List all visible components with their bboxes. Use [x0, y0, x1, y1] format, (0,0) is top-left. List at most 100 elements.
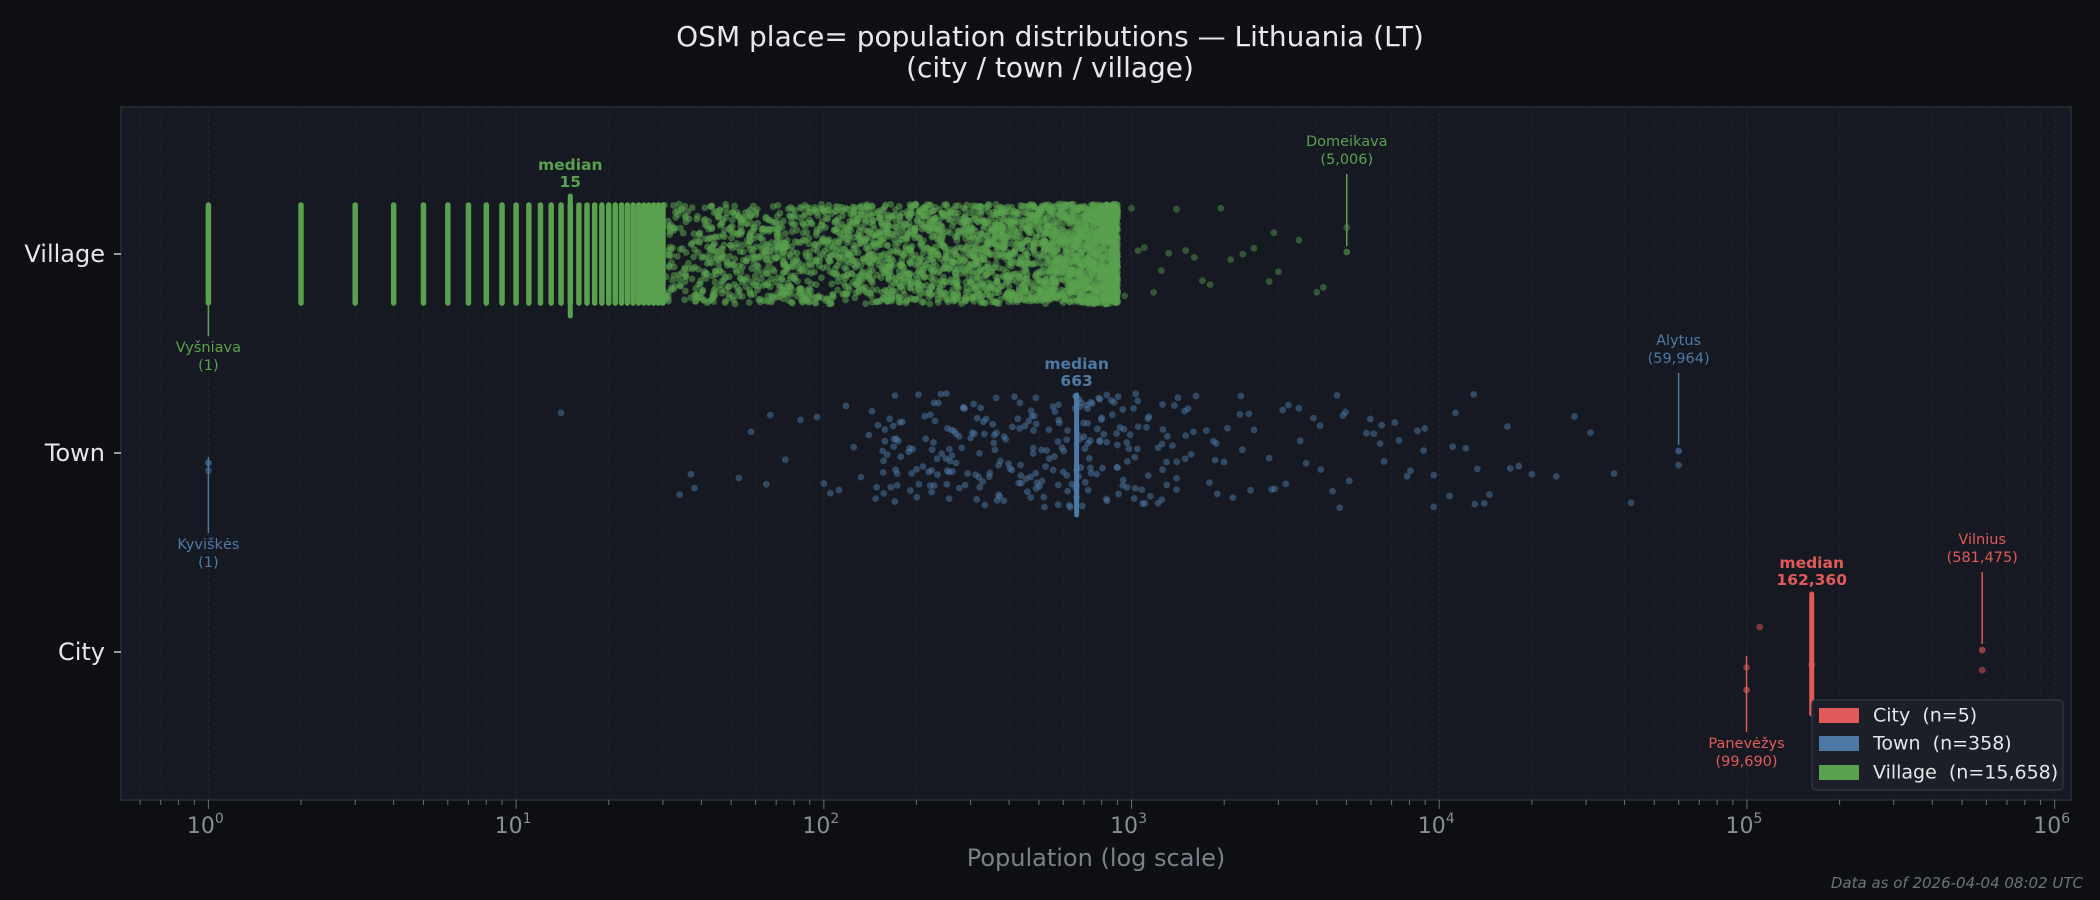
annotation-value: (5,006)	[1320, 152, 1373, 168]
village-point	[928, 233, 936, 241]
legend-swatch-city	[1819, 708, 1859, 723]
village-point	[877, 232, 884, 239]
legend: City (n=5) Town (n=358) Village (n=15,65…	[1811, 699, 2064, 791]
town-point	[1113, 441, 1121, 449]
town-point	[1154, 499, 1162, 507]
village-point	[834, 278, 842, 285]
village-point	[1085, 264, 1093, 272]
village-point	[763, 240, 771, 248]
x-tick-label: 101	[495, 811, 532, 839]
town-point	[891, 498, 899, 505]
legend-label-city: City (n=5)	[1873, 705, 1977, 727]
town-point	[1211, 456, 1219, 464]
village-point	[927, 290, 935, 298]
town-point	[979, 478, 986, 485]
town-point	[1055, 401, 1062, 409]
town-point	[1064, 487, 1072, 495]
town-point	[1380, 458, 1388, 465]
village-point	[842, 296, 850, 304]
village-point	[1055, 291, 1062, 299]
village-point	[1103, 202, 1111, 209]
village-point	[661, 293, 669, 301]
town-point	[1080, 419, 1087, 427]
town-point	[1051, 453, 1058, 460]
village-point	[824, 237, 832, 245]
village-point	[714, 214, 722, 221]
town-point	[1470, 390, 1478, 398]
village-point	[726, 241, 734, 249]
village-point	[749, 202, 757, 210]
town-point	[879, 469, 887, 476]
village-point	[984, 218, 992, 225]
village-point	[807, 269, 815, 277]
village-point	[938, 242, 946, 250]
village-point	[1043, 256, 1051, 264]
village-point	[1036, 218, 1043, 226]
town-point	[1184, 405, 1192, 413]
village-point	[992, 260, 1000, 268]
village-point	[1206, 281, 1214, 288]
village-point	[786, 282, 794, 290]
village-point	[996, 295, 1004, 303]
village-point	[806, 216, 814, 224]
village-point	[768, 292, 776, 300]
village-point	[788, 242, 796, 250]
village-point	[739, 248, 747, 256]
town-point	[1084, 486, 1092, 494]
village-point	[1110, 285, 1117, 293]
village-point	[778, 275, 785, 283]
village-point	[754, 286, 762, 294]
village-point	[745, 299, 753, 306]
village-point	[1089, 201, 1097, 208]
village-point	[865, 210, 873, 218]
town-point	[915, 391, 922, 399]
village-point	[753, 277, 761, 285]
village-point	[960, 215, 968, 223]
village-point	[781, 230, 789, 238]
town-point	[1040, 493, 1048, 501]
village-point	[966, 236, 974, 243]
town-point	[1087, 464, 1094, 472]
town-point	[1032, 469, 1040, 477]
town-point	[1027, 407, 1035, 415]
village-point	[718, 289, 726, 297]
village-point	[927, 208, 935, 216]
village-point	[1015, 287, 1023, 294]
town-point	[676, 491, 684, 498]
village-point	[776, 220, 784, 228]
town-point	[1134, 423, 1142, 430]
town-point	[1042, 463, 1049, 470]
village-point	[1100, 276, 1108, 284]
town-point	[1130, 495, 1138, 502]
village-point	[1092, 237, 1100, 245]
village-point	[1102, 284, 1110, 291]
village-point	[871, 240, 879, 248]
village-point	[871, 232, 878, 239]
village-point	[935, 269, 942, 277]
village-point	[1073, 253, 1081, 261]
village-point	[716, 207, 724, 215]
town-point	[881, 437, 889, 445]
village-point	[705, 297, 713, 305]
village-point	[1048, 266, 1056, 274]
town-point	[926, 482, 934, 489]
village-point	[737, 230, 745, 238]
village-point	[875, 252, 882, 260]
village-point	[844, 290, 851, 298]
village-point	[1066, 280, 1074, 288]
annotated-point	[1675, 447, 1683, 455]
town-point	[943, 467, 951, 475]
town-point	[1163, 458, 1170, 466]
town-point	[747, 428, 755, 436]
town-point	[1675, 461, 1683, 469]
village-point	[742, 219, 749, 227]
village-point	[836, 259, 843, 266]
village-point	[1029, 223, 1037, 230]
village-point	[1041, 289, 1048, 297]
village-point	[1032, 272, 1040, 279]
town-point	[1025, 417, 1032, 425]
village-point	[764, 225, 772, 233]
village-point	[812, 281, 820, 289]
median-value: 162,360	[1776, 571, 1847, 589]
village-point	[863, 243, 871, 250]
